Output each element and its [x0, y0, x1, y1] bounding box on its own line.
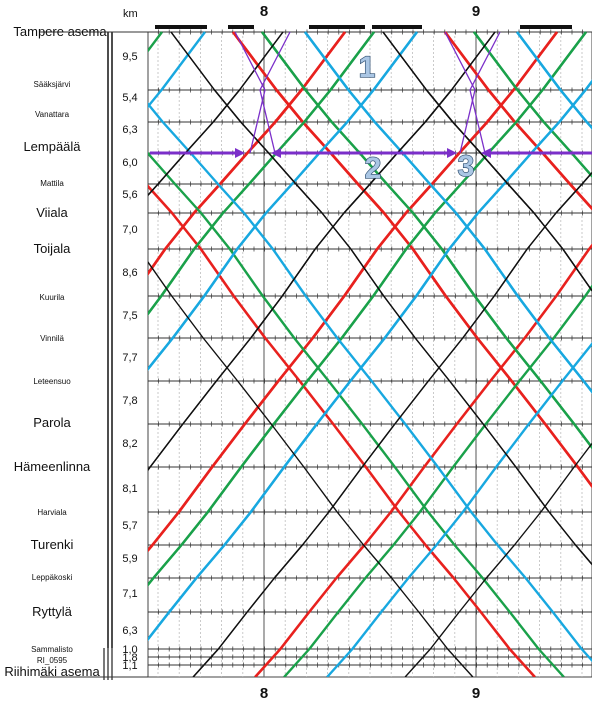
segment-distance: 7,1 — [122, 588, 137, 600]
hour-label-top-9: 9 — [472, 3, 480, 20]
segment-distance: 7,0 — [122, 224, 137, 236]
segment-distance: 5,9 — [122, 553, 137, 565]
hour-label-bottom-9: 9 — [472, 685, 480, 702]
callout-2: 2 — [365, 152, 382, 185]
segment-distance: 7,7 — [122, 352, 137, 364]
station-label: Hämeenlinna — [14, 459, 91, 474]
train-path-northbound — [148, 31, 347, 276]
segment-distance: 6,0 — [122, 157, 137, 169]
segment-distance: 8,2 — [122, 438, 137, 450]
segment-distance: 6,3 — [122, 124, 137, 136]
train-path-northbound — [404, 442, 592, 677]
train-path-short — [234, 31, 266, 154]
train-path-northbound — [148, 31, 559, 553]
train-path-northbound — [148, 31, 496, 472]
train-path-southbound — [231, 31, 592, 489]
callout-3: 3 — [458, 150, 475, 183]
segment-distance: 5,6 — [122, 189, 137, 201]
station-label: Harviala — [37, 508, 67, 517]
station-label: Sammalisto — [31, 645, 73, 654]
train-path-southbound — [473, 31, 592, 178]
train-path-northbound — [148, 31, 206, 109]
station-label: Parola — [33, 415, 71, 430]
train-path-northbound — [148, 79, 592, 642]
station-label: Riihimäki asema — [4, 664, 100, 679]
segment-distance: 8,6 — [122, 267, 137, 279]
segment-distance: 9,5 — [122, 51, 137, 63]
train-path-northbound — [326, 342, 592, 677]
train-path-northbound — [148, 31, 284, 197]
segment-distance: 1,1 — [122, 660, 137, 672]
train-path-northbound — [148, 31, 163, 53]
train-paths — [148, 31, 592, 677]
station-label: Toijala — [34, 241, 72, 256]
station-label: Vanattara — [35, 110, 70, 119]
train-path-northbound — [148, 31, 587, 587]
train-path-southbound — [148, 184, 536, 677]
train-path-southbound — [443, 31, 592, 211]
segment-distance: 8,1 — [122, 483, 137, 495]
track-indicator-bar — [155, 25, 572, 29]
segment-distance: 6,3 — [122, 625, 137, 637]
segment-distance: 1,8 — [122, 652, 137, 664]
train-path-short — [469, 31, 501, 154]
route-track-lines — [103, 32, 113, 680]
segment-distance: 1,0 — [122, 644, 137, 656]
station-label: Mattila — [40, 179, 64, 188]
hour-label-bottom-8: 8 — [260, 685, 268, 702]
train-path-northbound — [283, 284, 592, 677]
station-label: Tampere asema — [13, 24, 107, 39]
segment-distance: 5,7 — [122, 520, 137, 532]
train-path-short — [259, 31, 291, 154]
station-label: Vinnilä — [40, 334, 64, 343]
segment-distance-labels: 9,5 5,4 6,3 6,0 5,6 7,0 8,6 7,5 7,7 7,8 8,2 8,1 5,7 5… — [122, 51, 137, 672]
station-label: Ryttylä — [32, 604, 73, 619]
hour-label-top-8: 8 — [260, 3, 268, 20]
segment-distance: 7,8 — [122, 395, 137, 407]
station-label: Sääksjärvi — [34, 80, 71, 89]
station-label: RI_0595 — [37, 656, 68, 665]
segment-distance: 5,4 — [122, 92, 137, 104]
station-label: Turenki — [31, 537, 74, 552]
train-path-northbound — [254, 243, 592, 677]
train-path-northbound — [148, 31, 418, 371]
train-path-southbound — [304, 31, 592, 394]
train-path-southbound — [170, 31, 592, 566]
callout-1: 1 — [359, 51, 376, 84]
crossing-arrows — [150, 148, 592, 158]
station-label: Kuurila — [40, 293, 65, 302]
train-path-northbound — [192, 171, 592, 677]
station-label: Viiala — [36, 205, 68, 220]
distance-unit-label: km — [123, 8, 138, 20]
train-path-southbound — [148, 260, 474, 677]
station-label: Leppäkoski — [32, 573, 73, 582]
train-path-southbound — [261, 31, 592, 450]
train-path-southbound — [382, 31, 592, 292]
train-path-southbound — [148, 151, 565, 677]
station-labels: Tampere asema Sääksjärvi Vanattara Lempäälä… — [4, 24, 107, 679]
train-path-southbound — [148, 102, 592, 663]
train-path-northbound — [148, 31, 375, 316]
train-path-short — [444, 31, 476, 154]
station-label: Leteensuo — [33, 377, 71, 386]
station-label: Lempäälä — [23, 139, 81, 154]
train-path-southbound — [261, 31, 592, 450]
segment-distance: 7,5 — [122, 310, 137, 322]
